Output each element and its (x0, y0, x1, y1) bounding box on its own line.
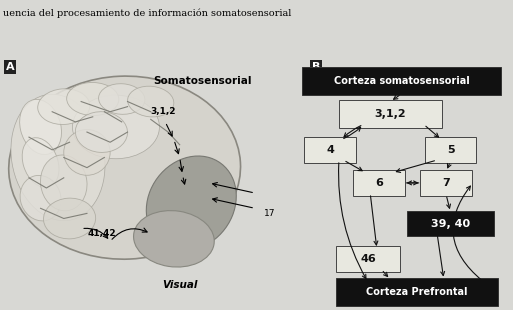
Text: 3,1,2: 3,1,2 (374, 109, 406, 119)
Text: 3,1,2: 3,1,2 (151, 107, 176, 116)
Ellipse shape (19, 100, 62, 155)
Ellipse shape (20, 175, 61, 221)
Ellipse shape (41, 155, 87, 211)
FancyBboxPatch shape (420, 170, 472, 196)
Ellipse shape (72, 95, 160, 159)
Ellipse shape (38, 89, 90, 125)
Ellipse shape (9, 76, 241, 259)
Text: Corteza somatosensorial: Corteza somatosensorial (333, 76, 469, 86)
Text: 41,42: 41,42 (87, 229, 116, 238)
Text: 39, 40: 39, 40 (431, 219, 470, 228)
Text: Somatosensorial: Somatosensorial (153, 76, 252, 86)
Text: A: A (6, 62, 14, 72)
Text: 17: 17 (264, 209, 275, 218)
Text: 4: 4 (326, 145, 334, 155)
FancyBboxPatch shape (407, 211, 494, 236)
Ellipse shape (64, 130, 110, 175)
FancyBboxPatch shape (353, 170, 405, 196)
Text: 7: 7 (442, 178, 450, 188)
Text: B: B (312, 62, 321, 72)
FancyBboxPatch shape (425, 137, 476, 162)
Ellipse shape (146, 156, 236, 250)
Ellipse shape (11, 94, 105, 221)
Text: 46: 46 (360, 254, 376, 264)
FancyBboxPatch shape (304, 137, 356, 162)
Ellipse shape (67, 82, 119, 116)
Ellipse shape (22, 138, 59, 188)
FancyBboxPatch shape (336, 278, 499, 306)
Ellipse shape (44, 198, 95, 239)
FancyBboxPatch shape (339, 100, 442, 128)
Text: 5: 5 (447, 145, 455, 155)
Ellipse shape (98, 84, 145, 114)
Text: 6: 6 (375, 178, 383, 188)
Text: Corteza Prefrontal: Corteza Prefrontal (366, 287, 468, 297)
Ellipse shape (133, 210, 214, 267)
Ellipse shape (75, 112, 128, 153)
Text: Visual: Visual (162, 280, 198, 290)
Text: uencia del procesamiento de información somatosensorial: uencia del procesamiento de información … (3, 8, 291, 18)
FancyBboxPatch shape (302, 67, 501, 95)
FancyBboxPatch shape (336, 246, 400, 272)
Ellipse shape (128, 86, 174, 117)
